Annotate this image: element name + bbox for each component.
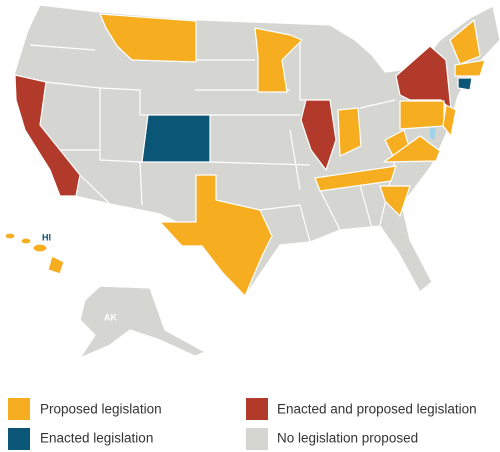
state-proposed [379, 185, 411, 217]
state-base [13, 4, 500, 297]
state-proposed [383, 135, 441, 163]
legend-label: Enacted legislation [40, 431, 153, 446]
state-enacted-proposed [300, 99, 337, 171]
map-label: AK [104, 312, 117, 322]
legend-label: Enacted and proposed legislation [277, 402, 477, 417]
island [4, 232, 16, 240]
state-proposed [159, 174, 273, 297]
state-proposed [254, 27, 303, 93]
state-enacted-proposed [14, 74, 81, 197]
island [20, 237, 32, 245]
legend: Proposed legislation Enacted and propose… [8, 398, 477, 450]
state-proposed [337, 107, 362, 157]
legend-swatch [246, 398, 268, 420]
island [32, 243, 48, 253]
state-proposed [314, 165, 397, 192]
state-proposed [399, 100, 445, 130]
island [47, 255, 65, 275]
alaska: AK [79, 285, 206, 359]
state-enacted [141, 114, 211, 163]
legend-label: No legislation proposed [277, 431, 418, 446]
legend-swatch [8, 398, 30, 420]
state-proposed [442, 104, 457, 137]
hawaii: HI [4, 232, 65, 275]
legend-swatch [246, 428, 268, 450]
map-label: HI [42, 232, 51, 242]
water [430, 128, 436, 140]
state-enacted [457, 77, 473, 91]
us-map: HI AK [4, 4, 500, 359]
state-proposed [99, 13, 197, 63]
legend-swatch [8, 428, 30, 450]
state-base [79, 285, 206, 359]
legend-label: Proposed legislation [40, 402, 162, 417]
state-proposed [449, 19, 481, 65]
state-borders [29, 40, 396, 243]
state-proposed [454, 59, 486, 77]
